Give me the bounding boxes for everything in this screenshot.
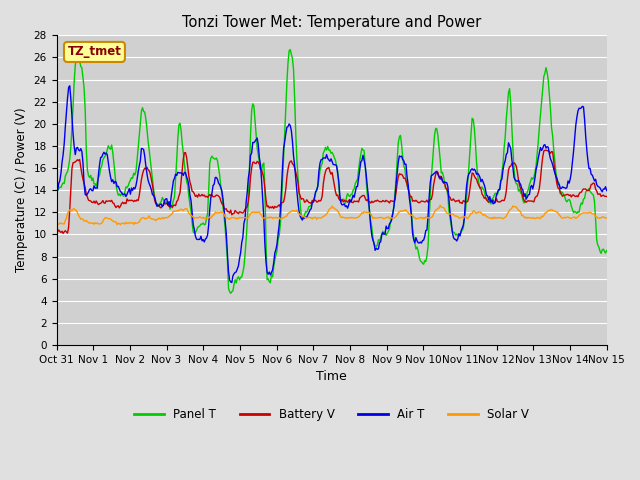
Solar V <box>381 216 389 221</box>
Text: TZ_tmet: TZ_tmet <box>68 46 122 59</box>
Solar V <box>592 214 600 219</box>
Battery V <box>351 199 359 204</box>
Panel T <box>353 179 360 184</box>
Battery V <box>381 199 389 204</box>
Panel T <box>382 232 390 238</box>
Panel T <box>603 248 611 253</box>
Solar V <box>603 215 611 221</box>
Panel T <box>52 184 60 190</box>
Panel T <box>286 47 294 52</box>
Panel T <box>592 216 600 222</box>
Solar V <box>318 215 326 220</box>
Air T <box>603 188 611 193</box>
Battery V <box>315 197 323 203</box>
Line: Panel T: Panel T <box>56 49 607 293</box>
Solar V <box>315 215 323 221</box>
Solar V <box>116 222 124 228</box>
Air T <box>66 83 74 89</box>
Battery V <box>603 193 611 199</box>
Panel T <box>319 150 327 156</box>
Air T <box>228 280 236 286</box>
Air T <box>52 186 60 192</box>
Line: Air T: Air T <box>56 86 607 283</box>
Battery V <box>505 167 513 173</box>
Air T <box>506 143 513 148</box>
Air T <box>319 155 327 161</box>
Panel T <box>316 168 324 173</box>
Battery V <box>592 186 600 192</box>
Y-axis label: Temperature (C) / Power (V): Temperature (C) / Power (V) <box>15 108 28 273</box>
Panel T <box>506 86 513 92</box>
Solar V <box>436 202 444 208</box>
Line: Solar V: Solar V <box>56 205 607 225</box>
Battery V <box>52 224 60 230</box>
X-axis label: Time: Time <box>316 370 347 384</box>
Air T <box>382 223 390 229</box>
Battery V <box>542 147 550 153</box>
Battery V <box>60 230 67 236</box>
Solar V <box>506 207 513 213</box>
Panel T <box>227 290 234 296</box>
Air T <box>592 177 600 182</box>
Air T <box>353 184 360 190</box>
Line: Battery V: Battery V <box>56 150 607 233</box>
Legend: Panel T, Battery V, Air T, Solar V: Panel T, Battery V, Air T, Solar V <box>129 404 534 426</box>
Battery V <box>318 193 326 199</box>
Title: Tonzi Tower Met: Temperature and Power: Tonzi Tower Met: Temperature and Power <box>182 15 481 30</box>
Solar V <box>52 220 60 226</box>
Air T <box>316 160 324 166</box>
Solar V <box>351 215 359 221</box>
